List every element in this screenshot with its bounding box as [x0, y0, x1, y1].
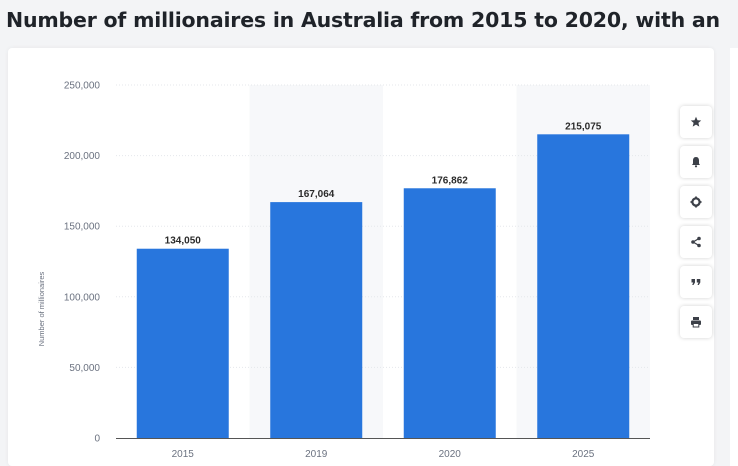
bar-2015: [136, 248, 229, 438]
share-button[interactable]: [680, 226, 712, 258]
cite-button[interactable]: [680, 266, 712, 298]
share-icon: [691, 236, 701, 248]
y-axis-title: Number of millionaires: [37, 271, 46, 346]
page-title: Number of millionaires in Australia from…: [6, 8, 720, 32]
y-axis-tick-labels: 0 50,000 100,000 150,000 200,000 250,000: [64, 81, 101, 445]
y-tick-label: 0: [94, 434, 100, 445]
y-tick-label: 250,000: [64, 81, 101, 92]
gear-icon: [690, 196, 702, 208]
quote-icon: [691, 279, 701, 285]
favorite-button[interactable]: [680, 106, 712, 138]
x-tick-label-2025: 2025: [572, 449, 595, 460]
bar-2019: [270, 202, 363, 438]
data-labels: 134,050 167,064 176,862 215,075: [165, 121, 602, 246]
bar-2020: [403, 188, 496, 438]
data-label-2020: 176,862: [432, 175, 469, 186]
data-label-2019: 167,064: [298, 189, 335, 200]
bell-icon: [692, 157, 700, 168]
x-axis-tick-labels: 2015 2019 2020 2025: [172, 449, 595, 460]
chart-card: 0 50,000 100,000 150,000 200,000 250,000 134,…: [8, 48, 714, 466]
y-tick-label: 150,000: [64, 222, 101, 233]
x-tick-label-2019: 2019: [305, 449, 328, 460]
data-label-2015: 134,050: [165, 236, 202, 247]
print-button[interactable]: [680, 306, 712, 338]
bar-2025: [537, 134, 630, 439]
y-tick-label: 50,000: [69, 363, 100, 374]
y-tick-label: 100,000: [64, 292, 101, 303]
print-icon: [691, 317, 701, 328]
x-tick-label-2020: 2020: [439, 449, 462, 460]
settings-button[interactable]: [680, 186, 712, 218]
bars: [136, 134, 630, 439]
notification-button[interactable]: [680, 146, 712, 178]
star-icon: [690, 116, 702, 127]
adjacent-panel-edge: [730, 48, 738, 466]
chart-toolbar: [680, 106, 712, 346]
y-tick-label: 200,000: [64, 151, 101, 162]
x-tick-label-2015: 2015: [172, 449, 195, 460]
bar-chart: 0 50,000 100,000 150,000 200,000 250,000 134,…: [37, 81, 650, 460]
data-label-2025: 215,075: [565, 121, 602, 132]
